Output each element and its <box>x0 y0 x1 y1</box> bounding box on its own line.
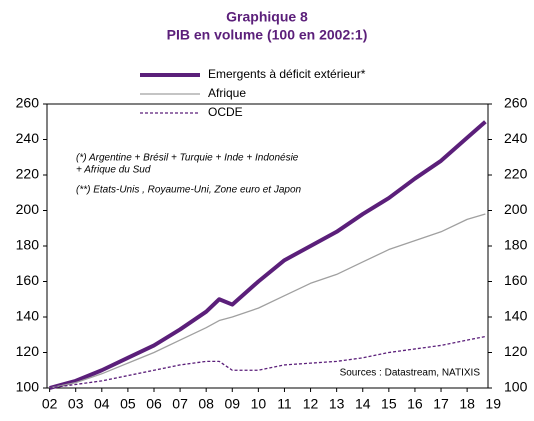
x-tick-label: 15 <box>381 396 397 412</box>
x-tick-label: 09 <box>224 396 240 412</box>
y-tick-label: 240 <box>16 130 40 146</box>
x-tick-label: 13 <box>329 396 345 412</box>
x-tick-label: 11 <box>277 396 292 412</box>
x-tick-label: 10 <box>251 396 267 412</box>
y2-tick-label: 260 <box>504 95 528 111</box>
y2-tick-label: 200 <box>504 201 528 217</box>
y2-tick-label: 180 <box>504 237 528 253</box>
x-tick-label: 14 <box>355 396 371 412</box>
x-tick-label: 17 <box>433 396 449 412</box>
y2-tick-label: 120 <box>504 343 528 359</box>
x-tick-label: 05 <box>120 396 136 412</box>
y2-tick-label: 240 <box>504 130 528 146</box>
y-tick-label: 160 <box>16 272 40 288</box>
plot-frame <box>46 103 489 389</box>
x-tick-label: 07 <box>172 396 188 412</box>
chart-subtitle: PIB en volume (100 en 2002:1) <box>167 27 368 43</box>
y2-tick-label: 140 <box>504 308 528 324</box>
y-tick-label: 260 <box>16 95 40 111</box>
series-line <box>49 335 486 389</box>
y2-tick-label: 100 <box>504 379 528 395</box>
x-tick-label: 02 <box>42 396 58 412</box>
y-tick-label: 200 <box>16 201 40 217</box>
x-tick-label: 18 <box>459 396 475 412</box>
legend-label: Afrique <box>208 86 246 100</box>
legend-label: Emergents à déficit extérieur* <box>208 67 366 81</box>
series-line <box>49 120 487 390</box>
source: Sources : Datastream, NATIXIS <box>340 368 481 379</box>
annotation: (*) Argentine + Brésil + Turquie + Inde … <box>76 153 299 164</box>
y-tick-label: 100 <box>16 379 40 395</box>
x-tick-label: 03 <box>68 396 84 412</box>
series-line <box>49 213 486 389</box>
x-tick-label: 19 <box>485 396 501 412</box>
y2-tick-label: 160 <box>504 272 528 288</box>
y2-tick-label: 220 <box>504 166 528 182</box>
x-tick-label: 08 <box>198 396 214 412</box>
y-tick-label: 220 <box>16 166 40 182</box>
y-tick-label: 120 <box>16 343 40 359</box>
x-tick-label: 04 <box>94 396 110 412</box>
y-tick-label: 180 <box>16 237 40 253</box>
y-tick-label: 140 <box>16 308 40 324</box>
annotation: (**) Etats-Unis , Royaume-Uni, Zone euro… <box>76 185 302 196</box>
x-tick-label: 06 <box>146 396 162 412</box>
x-tick-label: 12 <box>303 396 319 412</box>
x-tick-label: 16 <box>407 396 423 412</box>
chart-title: Graphique 8 <box>226 9 308 25</box>
legend-label: OCDE <box>208 105 243 119</box>
annotation: + Afrique du Sud <box>76 165 151 176</box>
